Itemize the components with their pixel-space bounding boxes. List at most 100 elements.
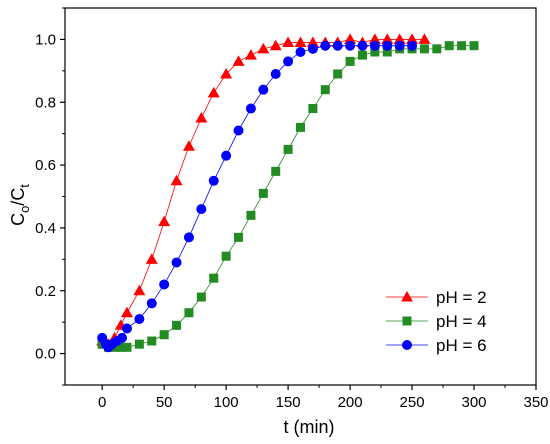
data-point [382,40,393,51]
data-point [282,36,295,48]
data-point [121,323,132,334]
data-point [257,42,270,54]
data-point [184,308,194,318]
data-point [208,175,219,186]
data-point [393,33,406,44]
data-point [244,49,257,60]
data-point [158,215,171,227]
x-tick-label: 350 [523,394,548,411]
data-point [357,50,367,60]
x-tick-label: 250 [400,394,425,411]
y-tick-label: 0.0 [35,346,56,363]
data-point [418,33,431,44]
x-tick-label: 50 [156,394,173,411]
data-point [234,232,244,242]
data-layer [96,33,479,353]
data-point [432,44,442,54]
data-point [357,40,368,51]
data-point [232,55,245,66]
data-point [296,122,305,132]
data-point [134,314,145,325]
y-tick-label: 1.0 [35,31,56,48]
x-tick-label: 150 [276,394,301,411]
y-axis-title-sub1: o [17,206,32,213]
data-point [368,33,381,44]
data-point [406,33,419,44]
y-axis-title-main: C [8,213,28,226]
data-point [207,86,220,98]
legend-marker [402,340,412,350]
data-point [457,41,467,51]
data-point [145,253,158,264]
data-point [120,306,133,318]
legend-label: pH = 6 [436,336,487,355]
legend-marker [401,291,413,302]
series-3 [97,40,418,353]
data-point [170,174,183,186]
data-point [117,332,128,343]
data-point [332,40,343,51]
legend-label: pH = 4 [436,312,487,331]
data-point [345,40,356,51]
data-point [320,40,331,51]
data-point [271,166,281,176]
data-point [195,111,208,123]
data-point [258,188,268,198]
data-point [283,56,294,67]
legend: pH = 2 pH = 4 pH = 6 [386,288,487,355]
x-tick-label: 200 [338,394,363,411]
data-point [344,33,357,44]
data-point [345,56,355,66]
data-point [258,84,269,95]
data-point [308,104,318,114]
data-point [306,36,319,48]
data-point [407,40,418,51]
data-point [369,40,380,51]
data-point [444,41,454,51]
data-point [419,44,429,54]
data-point [146,298,157,309]
data-point [333,69,343,79]
y-tick-label: 0.8 [35,94,56,111]
y-axis-title-sub2: t [17,184,32,188]
x-tick-label: 100 [214,394,239,411]
plot-area: 0 50 100 150 200 250 300 350 0.0 0.2 0.4 0.6 0.8 1.0 p… [35,7,549,411]
data-point [147,336,157,346]
data-point [394,40,405,51]
data-point [183,232,194,243]
y-tick-label: 0.6 [35,157,56,174]
y-axis-title-sep: /C [8,188,28,206]
data-point [134,339,144,349]
x-axis-title: t (min) [284,417,335,437]
data-point [469,41,479,51]
data-point [382,47,392,57]
data-point [171,257,182,268]
data-point [307,43,318,54]
data-point [209,273,219,283]
data-point [196,204,207,215]
y-axis-title: Co/Ct [8,184,32,226]
data-point [182,140,195,151]
y-tick-label: 0.2 [35,283,56,300]
data-point [381,33,394,44]
x-tick-label: 0 [98,394,106,411]
data-point [269,39,282,51]
data-point [221,150,232,161]
x-tick-label: 300 [462,394,487,411]
data-point [370,47,380,57]
data-point [133,284,146,296]
y-tick-label: 0.4 [35,220,56,237]
data-point [159,330,169,340]
data-point [116,342,126,352]
legend-marker [402,316,412,326]
data-point [270,68,281,79]
data-point [283,144,293,154]
data-point [233,125,244,136]
data-point [159,279,170,290]
data-point [221,251,231,261]
data-point [196,292,206,302]
data-point [245,103,256,114]
data-point [172,320,182,330]
data-point [220,67,233,79]
